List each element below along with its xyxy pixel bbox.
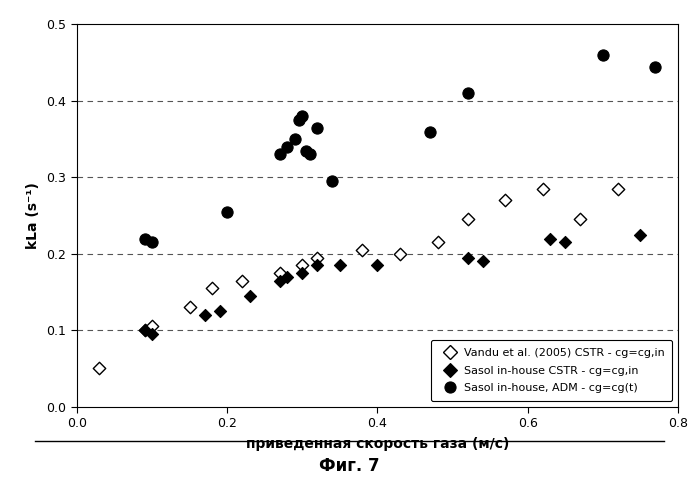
X-axis label: приведенная скорость газа (м/с): приведенная скорость газа (м/с)	[246, 437, 509, 451]
Point	[356, 246, 368, 254]
Point	[575, 216, 586, 223]
Point	[462, 254, 473, 262]
Point	[147, 239, 158, 246]
Point	[462, 89, 473, 97]
Point	[296, 112, 308, 120]
Point	[312, 124, 323, 132]
Point	[282, 273, 293, 281]
Point	[597, 51, 608, 59]
Point	[432, 239, 443, 246]
Point	[289, 135, 301, 143]
Point	[94, 365, 105, 372]
Point	[635, 231, 646, 239]
Point	[282, 143, 293, 151]
Point	[296, 269, 308, 277]
Point	[139, 326, 150, 334]
Point	[612, 185, 624, 193]
Point	[560, 239, 571, 246]
Point	[500, 196, 511, 204]
Point	[222, 208, 233, 216]
Legend: Vandu et al. (2005) CSTR - cg=cg,in, Sasol in-house CSTR - cg=cg,in, Sasol in-ho: Vandu et al. (2005) CSTR - cg=cg,in, Sas…	[431, 340, 672, 401]
Point	[537, 185, 548, 193]
Point	[274, 277, 285, 285]
Point	[545, 235, 556, 243]
Point	[312, 254, 323, 262]
Point	[184, 303, 195, 311]
Point	[147, 322, 158, 330]
Point	[207, 284, 218, 292]
Point	[236, 277, 248, 285]
Point	[274, 150, 285, 158]
Point	[650, 63, 661, 71]
Point	[301, 147, 312, 154]
Point	[477, 258, 488, 266]
Point	[312, 261, 323, 269]
Y-axis label: kLa (s⁻¹): kLa (s⁻¹)	[26, 182, 40, 249]
Point	[372, 261, 383, 269]
Point	[139, 326, 150, 334]
Point	[244, 292, 255, 300]
Text: Фиг. 7: Фиг. 7	[319, 457, 380, 475]
Point	[424, 127, 435, 135]
Point	[139, 235, 150, 243]
Point	[296, 261, 308, 269]
Point	[334, 261, 345, 269]
Point	[147, 330, 158, 338]
Point	[394, 250, 405, 258]
Point	[462, 216, 473, 223]
Point	[304, 150, 315, 158]
Point	[293, 116, 304, 124]
Point	[199, 311, 210, 319]
Point	[327, 177, 338, 185]
Point	[274, 269, 285, 277]
Point	[214, 307, 225, 315]
